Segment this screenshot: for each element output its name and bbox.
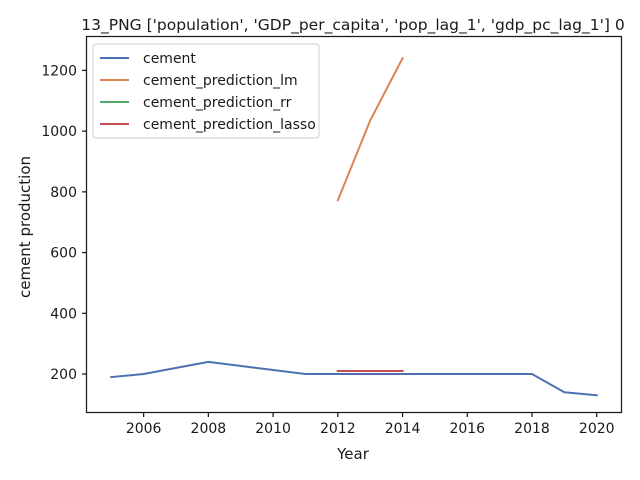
legend-entry: cement_prediction_lasso — [143, 117, 316, 133]
y-tick-label: 600 — [50, 246, 77, 262]
x-tick-label: 2008 — [191, 421, 227, 437]
plot-frame — [85, 35, 623, 414]
legend-entry: cement_prediction_lm — [143, 73, 298, 89]
y-tick-label: 400 — [50, 306, 77, 322]
x-tick-label: 2006 — [126, 421, 162, 437]
y-axis-label: cement production — [16, 156, 34, 298]
legend-entry: cement_prediction_rr — [143, 95, 292, 111]
plot-lines — [110, 56, 598, 397]
x-tick-label: 2010 — [255, 421, 291, 437]
x-axis-label: Year — [336, 445, 370, 463]
legend-entry: cement — [143, 51, 196, 67]
y-tick-label: 800 — [50, 185, 77, 201]
y-tick-label: 200 — [50, 367, 77, 383]
x-axis: 2006 2008 2010 2012 2014 2016 2018 2020 — [126, 412, 615, 437]
legend: cement cement_prediction_lm cement_predict… — [92, 43, 320, 139]
y-axis: 200 400 600 800 1000 1200 — [41, 63, 87, 383]
series-line-cement — [110, 360, 598, 397]
x-tick-label: 2014 — [385, 421, 421, 437]
x-tick-label: 2016 — [449, 421, 485, 437]
legend-box — [92, 43, 320, 139]
x-tick-label: 2018 — [514, 421, 550, 437]
chart-title: 13_PNG ['population', 'GDP_per_capita', … — [81, 16, 624, 35]
x-tick-label: 2020 — [579, 421, 615, 437]
x-tick-label: 2012 — [320, 421, 356, 437]
y-tick-label: 1200 — [41, 63, 77, 79]
series-line-cement-prediction-lm — [336, 56, 404, 202]
y-tick-label: 1000 — [41, 124, 77, 140]
